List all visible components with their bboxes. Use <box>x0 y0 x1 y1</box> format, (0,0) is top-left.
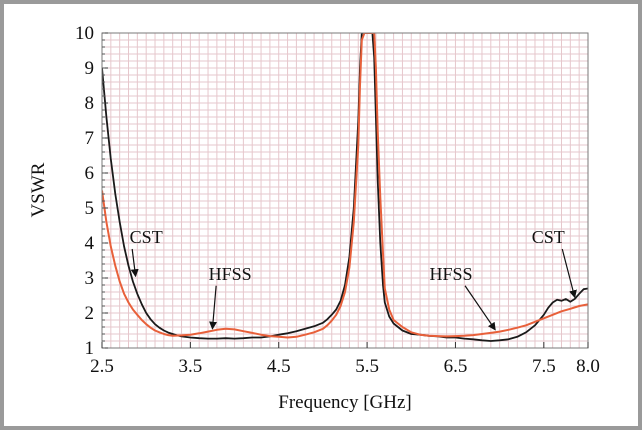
grid <box>101 32 589 349</box>
y-tick-label: 7 <box>85 128 95 149</box>
series-line-cst <box>102 33 588 342</box>
y-tick-label: 9 <box>85 58 95 79</box>
annotation-arrow <box>130 248 139 278</box>
series-lines <box>102 33 588 342</box>
x-tick-label: 3.5 <box>178 356 202 377</box>
x-tick-label: 2.5 <box>90 356 114 377</box>
y-tick-label: 8 <box>85 93 95 114</box>
axis-ticks: 1 2 3 4 5 6 7 8 9 10 2.5 3.5 4.5 5.5 6.5 7.5 8.0 <box>75 23 600 377</box>
y-axis-title: VSWR <box>28 162 49 217</box>
annotation-label: CST <box>130 227 163 247</box>
y-tick-label: 1 <box>85 338 95 359</box>
annotation-label: CST <box>532 227 565 247</box>
x-tick-label: 4.5 <box>267 356 291 377</box>
x-tick-label: 5.5 <box>355 356 379 377</box>
y-tick-label: 4 <box>85 233 95 254</box>
y-tick-label: 5 <box>85 198 95 219</box>
x-axis-title: Frequency [GHz] <box>278 392 411 413</box>
vswr-chart: 1 2 3 4 5 6 7 8 9 10 2.5 3.5 4.5 5.5 6.5 7.5 8.0 CST HFSS… <box>28 23 600 413</box>
annotation-label: HFSS <box>209 264 252 284</box>
x-tick-label: 7.5 <box>532 356 556 377</box>
annotation-arrow <box>209 285 218 330</box>
x-tick-label: 8.0 <box>576 356 600 377</box>
x-tick-label: 6.5 <box>444 356 468 377</box>
annotation-arrow <box>464 285 496 331</box>
y-tick-label: 2 <box>85 303 95 324</box>
y-tick-label: 10 <box>75 23 94 44</box>
annotation-arrow <box>561 248 577 299</box>
annotations: CST HFSS HFSS CST <box>130 227 577 331</box>
y-tick-label: 6 <box>85 163 95 184</box>
y-tick-label: 3 <box>85 268 95 289</box>
series-line-hfss <box>102 33 588 339</box>
plot-frame <box>101 32 589 349</box>
annotation-label: HFSS <box>430 264 473 284</box>
